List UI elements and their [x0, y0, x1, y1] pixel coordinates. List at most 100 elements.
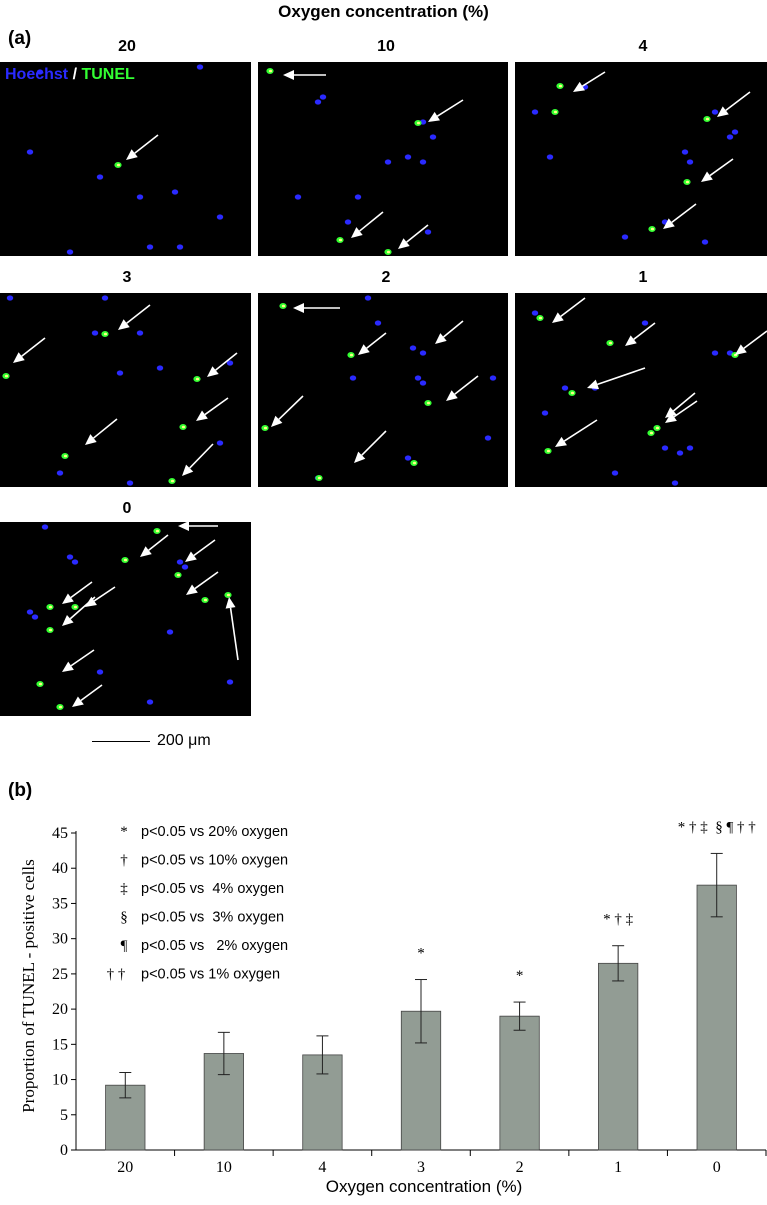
arrow-shaft: [671, 203, 697, 223]
arrow-shaft: [215, 352, 238, 371]
tunel-cell-core: [281, 304, 286, 308]
arrow-head: [62, 661, 74, 672]
arrow-shaft: [709, 158, 734, 177]
hoechst-nucleus: [71, 559, 79, 565]
hoechst-nucleus: [731, 129, 739, 135]
legend-text: p<0.05 vs 3% oxygen: [141, 910, 284, 926]
arrow-head: [178, 522, 189, 531]
bar: [499, 1015, 540, 1151]
hoechst-nucleus: [676, 450, 684, 456]
hoechst-nucleus: [711, 109, 719, 115]
scale-bar-label: 200 μm: [157, 732, 211, 749]
arrow-head: [196, 410, 208, 421]
arrow-shaft: [278, 395, 304, 420]
micrograph-20: [0, 62, 251, 256]
legend-symbol: §: [120, 910, 128, 926]
legend-text: p<0.05 vs 2% oxygen: [141, 938, 288, 954]
arrow-shaft: [93, 586, 116, 602]
hoechst-nucleus: [319, 94, 327, 100]
arrow-head: [186, 584, 198, 595]
y-tick-label: 10: [52, 1072, 68, 1089]
arrow-shaft: [21, 337, 46, 357]
legend-symbol: † †: [107, 967, 126, 983]
hoechst-nucleus: [31, 614, 39, 620]
arrow-head: [62, 614, 74, 626]
tunel-cell-core: [546, 449, 551, 453]
hoechst-nucleus: [136, 330, 144, 336]
tunel-cell-core: [570, 391, 575, 395]
micrograph-label-20: 20: [118, 38, 136, 55]
hoechst-nucleus: [404, 455, 412, 461]
hoechst-nucleus: [561, 385, 569, 391]
hoechst-nucleus: [26, 609, 34, 615]
arrow-head: [428, 111, 440, 122]
tunel-cell-core: [38, 682, 43, 686]
hoechst-nucleus: [181, 564, 189, 570]
x-tick-label: 20: [117, 1159, 133, 1176]
hoechst-nucleus: [176, 244, 184, 250]
arrow-shaft: [126, 304, 151, 324]
x-tick-label: 3: [417, 1159, 425, 1176]
x-axis-label: Oxygen concentration (%): [326, 1177, 523, 1196]
arrow-shaft: [442, 320, 464, 338]
hoechst-nucleus: [419, 159, 427, 165]
tunel-cell-core: [685, 180, 690, 184]
arrow-head: [587, 379, 600, 390]
hoechst-nucleus: [531, 109, 539, 115]
arrow-shaft: [725, 91, 751, 111]
tunel-cell-core: [176, 573, 181, 577]
hoechst-nucleus: [101, 295, 109, 301]
arrow-head: [701, 171, 713, 182]
hoechst-nucleus: [354, 194, 362, 200]
tunel-cell-core: [268, 69, 273, 73]
arrow-head: [271, 415, 283, 427]
y-axis-label: Proportion of TUNEL - positive cells: [19, 859, 38, 1113]
y-tick-label: 35: [52, 895, 68, 912]
tunel-cell-core: [123, 558, 128, 562]
arrow-shaft: [454, 375, 479, 395]
hoechst-nucleus: [136, 194, 144, 200]
tunel-cell-core: [181, 425, 186, 429]
arrow-head: [354, 451, 366, 463]
hoechst-nucleus: [196, 64, 204, 70]
hoechst-nucleus: [349, 375, 357, 381]
arrow-shaft: [194, 571, 219, 590]
significance-marker: * † ‡ § ¶ † †: [678, 819, 757, 835]
arrow-shaft: [361, 430, 387, 456]
legend-hoechst: Hoechst: [5, 66, 69, 83]
micrograph-2: [258, 293, 508, 487]
hoechst-nucleus: [429, 134, 437, 140]
hoechst-nucleus: [66, 249, 74, 255]
arrow-shaft: [134, 134, 159, 154]
hoechst-nucleus: [419, 380, 427, 386]
arrow-shaft: [70, 649, 95, 667]
tunel-cell-core: [203, 598, 208, 602]
arrow-head: [62, 593, 74, 604]
arrow-shaft: [189, 443, 214, 469]
tunel-cell-core: [103, 332, 108, 336]
arrow-head: [126, 149, 138, 160]
tunel-cell-core: [73, 605, 78, 609]
hoechst-nucleus: [641, 320, 649, 326]
hoechst-nucleus: [541, 410, 549, 416]
y-tick-label: 0: [60, 1142, 68, 1159]
hoechst-nucleus: [546, 154, 554, 160]
arrow-head: [358, 344, 370, 355]
arrow-head: [555, 436, 567, 447]
legend-separator: /: [68, 66, 82, 83]
legend-text: p<0.05 vs 4% oxygen: [141, 881, 284, 897]
hoechst-nucleus: [409, 345, 417, 351]
micrograph-label-1: 1: [638, 269, 648, 286]
tunel-cell-core: [4, 374, 9, 378]
hoechst-nucleus: [56, 470, 64, 476]
tunel-cell-core: [48, 628, 53, 632]
legend-symbol: †: [120, 853, 128, 869]
tunel-cell-core: [649, 431, 654, 435]
micrograph-1: [515, 293, 767, 487]
hoechst-nucleus: [91, 330, 99, 336]
hoechst-nucleus: [404, 154, 412, 160]
tunel-cell-core: [650, 227, 655, 231]
tunel-cell-core: [170, 479, 175, 483]
hoechst-nucleus: [489, 375, 497, 381]
arrow-head: [663, 218, 675, 229]
